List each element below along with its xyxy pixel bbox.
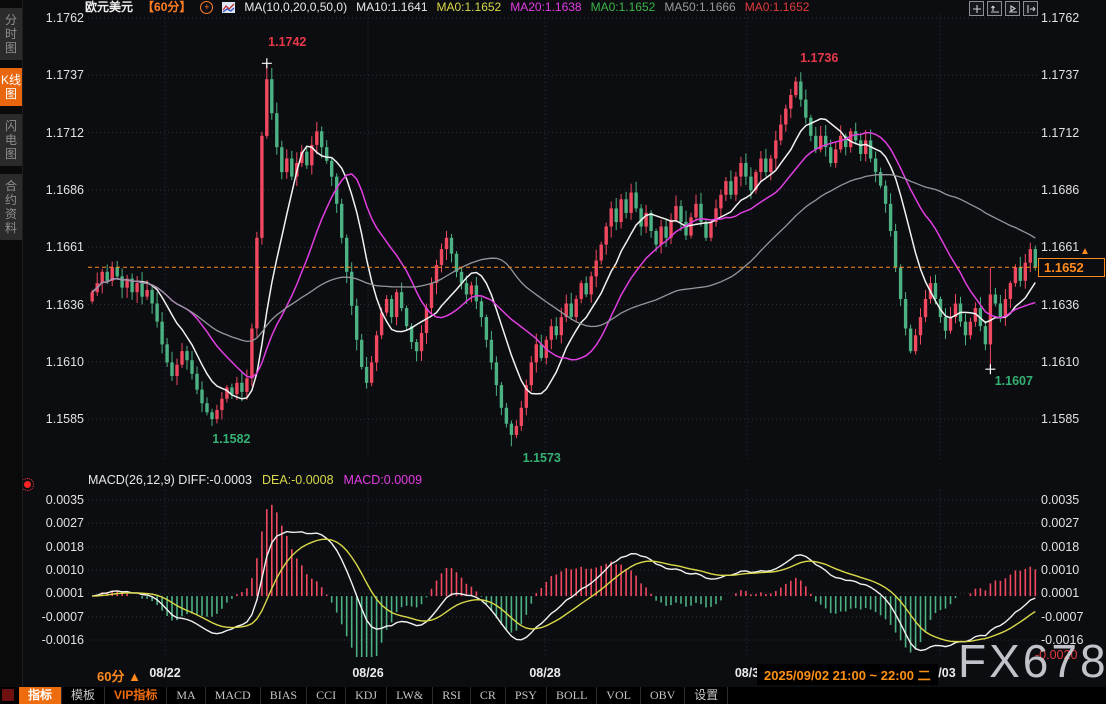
watermark: FX678	[958, 635, 1106, 687]
toolbar-button-BOLL[interactable]: BOLL	[547, 687, 598, 704]
time-axis-row: 60分 ▲ 08/22 08/26 08/28 08/3 09/03 2025/09/0…	[22, 660, 1106, 687]
macd-tick-label: -0.0016	[1041, 633, 1084, 647]
macd-tick-label: 0.0001	[45, 586, 84, 601]
sidebar-item-合约资料[interactable]: 合约资料	[0, 174, 22, 240]
current-price-arrow-icon: ▲	[1080, 246, 1090, 258]
ma-value-label: MA0:1.1652	[744, 0, 810, 14]
toolbar-button-RSI[interactable]: RSI	[433, 687, 471, 704]
low-price-annotation: 1.1582	[212, 431, 251, 446]
high-price-annotation: 1.1736	[800, 50, 839, 65]
toolbar-button-CR[interactable]: CR	[471, 687, 506, 704]
macd-header-label: MACD(26,12,9) DIFF:-0.0003	[88, 473, 252, 487]
toolbar-button-MACD[interactable]: MACD	[206, 687, 261, 704]
macd-tick-label: 0.0018	[1041, 539, 1080, 554]
macd-tick-label: 0.0027	[1041, 516, 1080, 531]
ma-value-label: MA10:1.1641	[356, 0, 428, 14]
macd-tick-label: 0.0001	[1041, 586, 1080, 601]
toolbar-button-PSY[interactable]: PSY	[506, 687, 547, 704]
ma-values: MA10:1.1641 MA0:1.1652 MA20:1.1638 MA0:1.16…	[356, 0, 818, 14]
toolbar-button-VOL[interactable]: VOL	[597, 687, 641, 704]
ma-settings-label: MA(10,0,20,0,50,0)	[244, 0, 348, 14]
price-tick-label: 1.1686	[45, 182, 84, 197]
price-tick-label: 1.1585	[1041, 412, 1080, 427]
price-tick-label: 1.1712	[1041, 125, 1080, 140]
toolbar-button-KDJ[interactable]: KDJ	[346, 687, 388, 704]
price-tick-label: 1.1661	[45, 240, 84, 255]
price-tick-label: 1.1636	[1041, 297, 1080, 312]
low-price-annotation: 1.1573	[522, 451, 561, 466]
macd-header-label: DEA:-0.0008	[261, 473, 334, 487]
period-label[interactable]: 【60分】	[142, 0, 192, 14]
date-label: 08/26	[352, 666, 384, 680]
scale-y-axis-icon[interactable]	[987, 1, 1002, 16]
indicator-corner-icon	[2, 689, 14, 701]
chart-header: 欧元美元 【60分】 + MA(10,0,20,0,50,0) MA10:1.1…	[85, 0, 818, 14]
crosshair-date-tooltip: 2025/09/02 21:00 ~ 22:00 二	[757, 664, 938, 685]
sidebar-item-K线图[interactable]: K线图	[0, 68, 22, 106]
toolbar-button-VIP指标[interactable]: VIP指标	[105, 687, 168, 704]
ma-value-label: MA0:1.1652	[436, 0, 502, 14]
ma-value-label: MA0:1.1652	[590, 0, 656, 14]
period-selector[interactable]: 60分 ▲	[97, 669, 141, 684]
macd-min-tick-label: -0.0020	[1035, 648, 1078, 662]
price-tick-label: 1.1661	[1041, 240, 1080, 255]
toolbar-button-OBV[interactable]: OBV	[641, 687, 686, 704]
toolbar-button-设置[interactable]: 设置	[685, 687, 729, 704]
macd-tick-label: 0.0010	[45, 563, 84, 577]
mini-chart-icon[interactable]	[222, 1, 236, 13]
macd-tick-label: -0.0016	[41, 633, 84, 647]
date-label: 08/3	[734, 666, 760, 680]
macd-header-label: MACD:0.0009	[343, 473, 423, 487]
price-tick-label: 1.1712	[45, 125, 84, 140]
macd-tick-label: 0.0027	[45, 516, 84, 531]
alert-dot-icon	[21, 478, 34, 491]
price-tick-label: 1.1737	[1041, 68, 1080, 83]
macd-indicator-header: MACD(26,12,9) DIFF:-0.0003 DEA:-0.0008 MAC…	[88, 473, 422, 487]
date-label: 08/22	[149, 666, 181, 680]
price-tick-label: 1.1686	[1041, 182, 1080, 197]
move-crosshair-icon[interactable]	[969, 1, 984, 16]
price-tick-label: 1.1762	[45, 11, 84, 25]
low-price-annotation: 1.1607	[994, 374, 1033, 389]
toolbar-button-BIAS[interactable]: BIAS	[261, 687, 308, 704]
price-tick-label: 1.1610	[1041, 354, 1080, 369]
price-tick-label: 1.1610	[45, 354, 84, 369]
toolbar-button-模板[interactable]: 模板	[62, 687, 106, 704]
macd-tick-label: -0.0007	[41, 609, 84, 624]
price-tick-label: 1.1636	[45, 297, 84, 312]
macd-tick-label: 0.0035	[45, 493, 84, 507]
toolbar-button-LW&[interactable]: LW&	[387, 687, 434, 704]
toolbar-button-MA[interactable]: MA	[167, 687, 206, 704]
left-sidebar: 分时图 K线图闪电图合约资料	[0, 0, 23, 704]
header-toolbar-icons	[969, 1, 1038, 16]
ma-value-label: MA20:1.1638	[510, 0, 582, 14]
current-price-tag: 1.1652	[1038, 258, 1105, 278]
macd-tick-label: -0.0007	[1041, 609, 1084, 624]
macd-tick-label: 0.0035	[1041, 493, 1080, 507]
add-indicator-icon[interactable]: +	[200, 0, 214, 14]
date-label: 08/28	[529, 666, 561, 680]
bottom-toolbar: 指标 模板 VIP指标 MA MACD BIAS CCI KDJ LW& RSI CR PSY BOLL…	[0, 687, 1106, 704]
macd-tick-label: 0.0010	[1041, 563, 1080, 577]
sidebar-item-分时图[interactable]: 分时图	[0, 8, 22, 60]
toolbar-button-指标[interactable]: 指标	[19, 687, 63, 704]
sidebar-item-闪电图[interactable]: 闪电图	[0, 114, 22, 166]
high-price-annotation: 1.1742	[268, 35, 307, 50]
price-tick-label: 1.1737	[45, 68, 84, 83]
toolbar-button-CCI[interactable]: CCI	[307, 687, 347, 704]
symbol-name: 欧元美元	[85, 0, 134, 14]
price-tick-label: 1.1585	[45, 412, 84, 427]
scale-play-icon[interactable]	[1005, 1, 1020, 16]
price-tick-label: 1.1762	[1041, 11, 1080, 25]
shift-x-axis-icon[interactable]	[1023, 1, 1038, 16]
macd-tick-label: 0.0018	[45, 539, 84, 554]
ma-value-label: MA50:1.1666	[664, 0, 736, 14]
